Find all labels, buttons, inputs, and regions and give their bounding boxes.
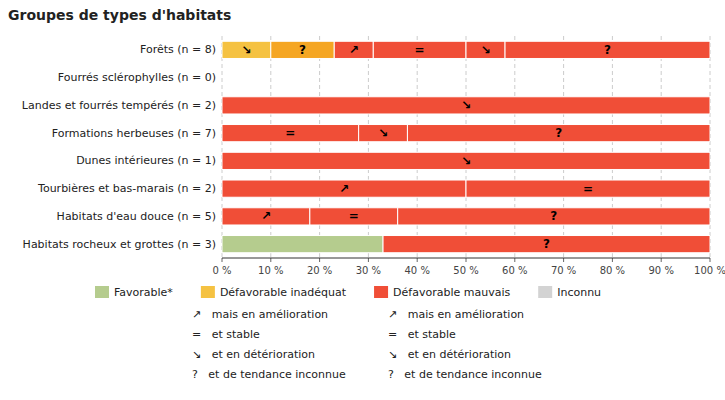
- segment-label: ?: [550, 209, 557, 223]
- legend-swatch: [201, 286, 215, 298]
- tick-label: 50 %: [453, 265, 478, 276]
- segment-label: =: [583, 182, 593, 196]
- tick-mark: [612, 258, 613, 262]
- legend: Favorable* Défavorable inadéquat Défavorab…: [95, 286, 601, 299]
- chart: Groupes de types d'habitats 0 % 10 % 20 % 30…: [0, 0, 725, 400]
- legend-swatch: [95, 286, 109, 298]
- bar-segment: [407, 125, 710, 142]
- segment-label: ?: [299, 43, 306, 57]
- bar-segment: [359, 125, 408, 142]
- bar-segment: [466, 41, 505, 58]
- tick-label: 10 %: [258, 265, 283, 276]
- segment-label: =: [285, 126, 295, 140]
- grid: [222, 36, 710, 258]
- symbol-legend-text: ↘ et en détérioration: [388, 348, 511, 361]
- bar-segment: [505, 41, 710, 58]
- category-label: Forêts (n = 8): [140, 43, 216, 56]
- legend-label: Inconnu: [557, 286, 601, 299]
- bar-segment: [310, 208, 398, 225]
- bar-segment: [383, 236, 710, 253]
- bar-segment: [373, 41, 466, 58]
- segment-label: ↘: [241, 43, 251, 57]
- bars: [222, 41, 710, 252]
- tick-label: 60 %: [502, 265, 527, 276]
- segment-label: =: [349, 209, 359, 223]
- segment-labels: ↘?↗=↘?↘=↘?↘↗=↗=??: [241, 43, 611, 251]
- bar-segment: [222, 236, 383, 253]
- segment-label: ↘: [461, 98, 471, 112]
- bar-segment: [222, 180, 466, 197]
- symbol-legend-text: ? et de tendance inconnue: [192, 368, 346, 381]
- symbol-legend: ↗ mais en amélioration = et stable ↘ et en…: [192, 308, 542, 381]
- tick-mark: [563, 258, 564, 262]
- legend-label: Défavorable mauvais: [393, 286, 510, 299]
- tick-label: 100 %: [694, 265, 725, 276]
- tick-mark: [661, 258, 662, 262]
- category-label: Habitats d'eau douce (n = 5): [57, 210, 216, 223]
- category-label: Tourbières et bas-marais (n = 2): [37, 182, 216, 195]
- tick-mark: [466, 258, 467, 262]
- legend-label: Défavorable inadéquat: [220, 286, 347, 299]
- category-label: Fourrés sclérophylles (n = 0): [58, 71, 216, 84]
- category-label: Habitats rocheux et grottes (n = 3): [23, 238, 216, 251]
- segment-label: ↘: [480, 43, 490, 57]
- tick-mark: [417, 258, 418, 262]
- symbol-legend-text: ? et de tendance inconnue: [388, 368, 542, 381]
- title: Groupes de types d'habitats: [8, 7, 231, 23]
- segment-label: ↗: [349, 43, 359, 57]
- tick-label: 80 %: [600, 265, 625, 276]
- tick-label: 30 %: [356, 265, 381, 276]
- legend-label: Favorable*: [114, 286, 173, 299]
- tick-label: 0 %: [212, 265, 231, 276]
- category-label: Dunes intérieures (n = 1): [76, 154, 216, 167]
- tick-label: 40 %: [404, 265, 429, 276]
- segment-label: ↘: [461, 154, 471, 168]
- tick-mark: [222, 258, 223, 262]
- bar-segment: [334, 41, 373, 58]
- bar-segment: [222, 152, 710, 169]
- symbol-legend-text: = et stable: [192, 328, 260, 341]
- segment-label: ↗: [261, 209, 271, 223]
- segment-label: ?: [604, 43, 611, 57]
- bar-segment: [222, 125, 359, 142]
- bar-segment: [271, 41, 334, 58]
- bar-segment: [398, 208, 710, 225]
- bar-segment: [466, 180, 710, 197]
- tick-label: 20 %: [307, 265, 332, 276]
- segment-label: ?: [543, 237, 550, 251]
- category-label: Landes et fourrés tempérés (n = 2): [22, 99, 216, 112]
- x-axis: 0 % 10 % 20 % 30 % 40 % 50 % 60 % 70 % 80 % 90 % 1…: [212, 258, 725, 276]
- x-axis-line: [222, 258, 710, 259]
- segment-label: ?: [555, 126, 562, 140]
- symbol-legend-text: = et stable: [388, 328, 456, 341]
- tick-mark: [710, 258, 711, 262]
- legend-swatch: [538, 286, 552, 298]
- tick-mark: [319, 258, 320, 262]
- segment-label: =: [415, 43, 425, 57]
- symbol-legend-text: ↗ mais en amélioration: [192, 308, 328, 321]
- legend-swatch: [374, 286, 388, 298]
- tick-mark: [270, 258, 271, 262]
- tick-label: 70 %: [551, 265, 576, 276]
- segment-label: ↗: [339, 182, 349, 196]
- bar-segment: [222, 208, 310, 225]
- bar-segment: [222, 97, 710, 114]
- tick-mark: [514, 258, 515, 262]
- tick-label: 90 %: [648, 265, 673, 276]
- segment-label: ↘: [378, 126, 388, 140]
- category-label: Formations herbeuses (n = 7): [52, 127, 216, 140]
- bar-segment: [222, 41, 271, 58]
- tick-mark: [368, 258, 369, 262]
- symbol-legend-text: ↘ et en détérioration: [192, 348, 315, 361]
- symbol-legend-text: ↗ mais en amélioration: [388, 308, 524, 321]
